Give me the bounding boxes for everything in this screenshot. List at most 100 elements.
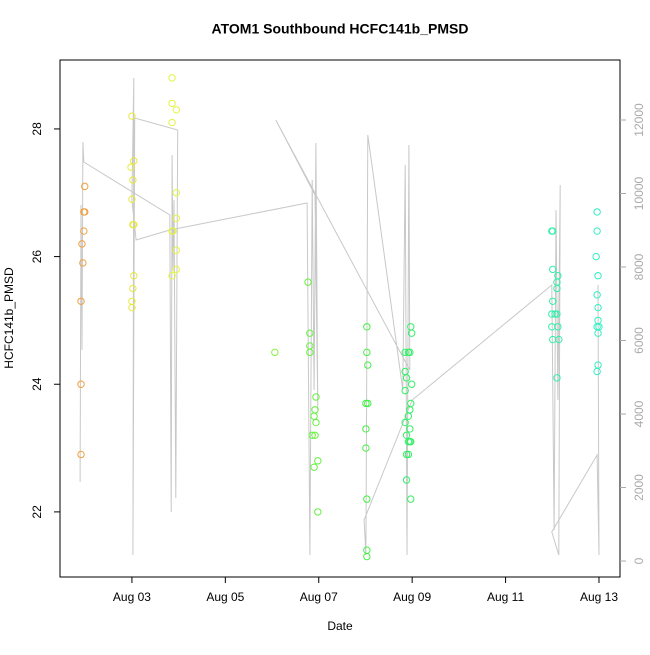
data-point: [363, 495, 371, 503]
data-point: [311, 406, 319, 414]
x-tick-label: Aug 05: [206, 590, 244, 604]
chart-title: ATOM1 Southbound HCFC141b_PMSD: [212, 21, 469, 37]
y-tick-label: 24: [30, 377, 44, 391]
data-point: [168, 227, 176, 235]
x-axis-label: Date: [327, 619, 353, 633]
x-tick-label: Aug 13: [580, 590, 618, 604]
data-point: [127, 163, 135, 171]
data-point: [553, 310, 561, 318]
data-point: [168, 118, 176, 127]
data-point: [404, 450, 413, 459]
data-point: [404, 412, 413, 420]
data-point: [304, 278, 312, 286]
data-point: [548, 310, 556, 318]
data-point: [593, 367, 601, 376]
data-point: [401, 386, 409, 395]
data-point: [554, 323, 562, 331]
y2-tick-label: 10000: [632, 177, 646, 211]
data-point: [77, 450, 85, 459]
data-point: [77, 297, 85, 305]
y2-tick-label: 12000: [632, 103, 646, 137]
data-point: [362, 444, 370, 452]
y-tick-label: 28: [30, 122, 44, 136]
data-point: [363, 323, 371, 331]
data-point: [271, 348, 279, 357]
x-tick-label: Aug 07: [300, 590, 338, 604]
data-point: [401, 348, 409, 357]
data-point: [549, 227, 557, 235]
data-point: [172, 265, 180, 274]
data-point: [407, 380, 416, 388]
data-point: [128, 195, 136, 203]
data-point: [362, 399, 370, 408]
data-point: [129, 284, 137, 293]
data-point: [364, 399, 372, 408]
data-point: [363, 552, 371, 561]
data-point: [401, 418, 409, 427]
data-point: [130, 220, 138, 229]
data-point: [310, 463, 318, 471]
data-point: [402, 476, 411, 484]
data-point: [312, 418, 320, 427]
data-point: [77, 380, 85, 388]
data-point: [172, 189, 180, 197]
data-point: [593, 291, 601, 299]
y2-tick-label: 2000: [632, 474, 646, 501]
data-point: [402, 374, 411, 382]
data-point: [128, 303, 136, 312]
data-point: [79, 259, 87, 267]
data-point: [314, 508, 322, 516]
data-point: [594, 329, 602, 337]
x-tick-label: Aug 09: [393, 590, 431, 604]
data-point: [128, 112, 136, 120]
data-point: [310, 412, 318, 420]
y-axis-label: HCFC141b_PMSD: [2, 267, 16, 369]
x-tick-label: Aug 03: [113, 590, 151, 604]
data-point: [554, 272, 562, 280]
data-point: [80, 227, 88, 235]
data-point: [312, 393, 320, 401]
data-point: [549, 265, 557, 274]
data-point: [130, 272, 138, 280]
y2-tick-label: 8000: [632, 253, 646, 280]
data-point: [594, 272, 602, 280]
data-point: [549, 297, 557, 305]
plot-frame: [59, 59, 621, 578]
data-point: [172, 106, 180, 114]
data-point: [364, 361, 372, 369]
data-point: [553, 284, 561, 293]
data-point: [81, 208, 89, 216]
data-point: [407, 437, 415, 446]
data-point: [306, 348, 314, 357]
data-point: [594, 303, 602, 312]
y2-tick-label: 4000: [632, 400, 646, 427]
data-point: [172, 214, 180, 222]
x-tick-label: Aug 11: [487, 590, 524, 604]
data-point: [362, 425, 370, 433]
data-point: [407, 495, 415, 503]
y2-tick-label: 6000: [632, 327, 646, 354]
data-point: [593, 227, 601, 235]
data-point: [168, 74, 176, 82]
data-point: [168, 99, 176, 108]
y-tick-label: 22: [30, 505, 44, 519]
data-point: [363, 348, 371, 357]
data-point: [551, 310, 559, 318]
data-point: [555, 335, 563, 344]
data-point: [78, 240, 86, 248]
data-point: [306, 342, 314, 350]
data-point: [593, 208, 601, 216]
data-point: [168, 272, 176, 280]
data-point: [81, 182, 89, 191]
data-point: [402, 450, 411, 459]
data-point: [407, 329, 416, 337]
data-point: [592, 252, 600, 261]
data-point: [553, 374, 561, 382]
data-point: [314, 457, 322, 465]
data-point: [308, 431, 316, 440]
data-point: [406, 425, 414, 433]
data-point: [129, 176, 137, 184]
data-point: [130, 157, 138, 165]
data-point: [172, 246, 180, 254]
